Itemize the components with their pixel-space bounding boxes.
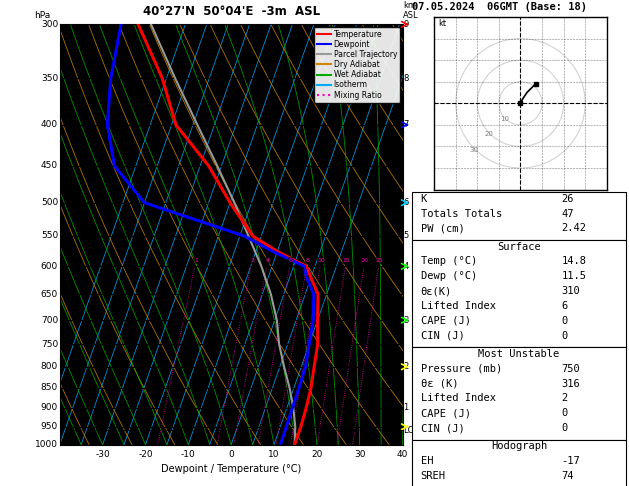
Text: 11.5: 11.5 xyxy=(562,271,587,281)
Text: Most Unstable: Most Unstable xyxy=(478,349,560,359)
Text: 0: 0 xyxy=(228,450,234,459)
Text: Surface: Surface xyxy=(497,242,541,252)
Text: 40°27'N  50°04'E  -3m  ASL: 40°27'N 50°04'E -3m ASL xyxy=(143,5,320,18)
Text: hPa: hPa xyxy=(34,11,50,20)
Text: 1000: 1000 xyxy=(35,440,58,449)
Text: Pressure (mb): Pressure (mb) xyxy=(421,364,502,374)
Text: 9: 9 xyxy=(403,20,408,29)
Text: 8: 8 xyxy=(403,73,409,83)
Text: LCL: LCL xyxy=(403,426,418,435)
Bar xyxy=(412,347,626,440)
Text: 750: 750 xyxy=(41,340,58,349)
Text: 2: 2 xyxy=(562,393,568,403)
Text: 07.05.2024  06GMT (Base: 18): 07.05.2024 06GMT (Base: 18) xyxy=(412,2,587,13)
Text: km
ASL: km ASL xyxy=(403,0,419,20)
Text: 600: 600 xyxy=(41,262,58,271)
Text: Hodograph: Hodograph xyxy=(491,441,547,451)
Text: 316: 316 xyxy=(562,379,581,388)
Text: 3: 3 xyxy=(403,315,409,325)
Text: Dewpoint / Temperature (°C): Dewpoint / Temperature (°C) xyxy=(161,464,301,474)
Text: 2.42: 2.42 xyxy=(562,224,587,233)
Text: 25: 25 xyxy=(376,258,384,263)
Text: 7: 7 xyxy=(403,120,409,129)
Text: 10: 10 xyxy=(268,450,280,459)
Text: CIN (J): CIN (J) xyxy=(421,423,464,433)
Bar xyxy=(412,240,626,347)
Bar xyxy=(412,440,626,486)
Text: 20: 20 xyxy=(361,258,369,263)
Text: EH: EH xyxy=(421,456,433,466)
Text: 4: 4 xyxy=(403,262,408,271)
Text: 6: 6 xyxy=(403,198,409,207)
Text: kt: kt xyxy=(438,18,447,28)
Bar xyxy=(412,192,626,240)
Text: PW (cm): PW (cm) xyxy=(421,224,464,233)
Text: Lifted Index: Lifted Index xyxy=(421,301,496,311)
Text: 550: 550 xyxy=(41,231,58,241)
Text: 4: 4 xyxy=(266,258,270,263)
Text: 0: 0 xyxy=(562,408,568,418)
Text: 30: 30 xyxy=(354,450,365,459)
Text: -17: -17 xyxy=(562,456,581,466)
Text: Dewp (°C): Dewp (°C) xyxy=(421,271,477,281)
Text: 10: 10 xyxy=(501,116,509,122)
Text: 14.8: 14.8 xyxy=(562,257,587,266)
Text: -20: -20 xyxy=(138,450,153,459)
Text: 450: 450 xyxy=(41,161,58,171)
Text: 800: 800 xyxy=(41,362,58,371)
Text: CAPE (J): CAPE (J) xyxy=(421,408,470,418)
Text: 650: 650 xyxy=(41,290,58,299)
Text: 350: 350 xyxy=(41,73,58,83)
Text: 310: 310 xyxy=(562,286,581,296)
Text: 500: 500 xyxy=(41,198,58,207)
Text: Lifted Index: Lifted Index xyxy=(421,393,496,403)
Text: 26: 26 xyxy=(562,194,574,204)
Text: 2: 2 xyxy=(403,362,408,371)
Text: 0: 0 xyxy=(562,330,568,341)
Text: 700: 700 xyxy=(41,315,58,325)
Text: 400: 400 xyxy=(41,120,58,129)
Text: 1: 1 xyxy=(194,258,198,263)
Text: 0: 0 xyxy=(562,316,568,326)
Text: 1: 1 xyxy=(403,403,408,413)
Text: 8: 8 xyxy=(306,258,309,263)
Text: 6: 6 xyxy=(562,301,568,311)
Text: Temp (°C): Temp (°C) xyxy=(421,257,477,266)
Text: 20: 20 xyxy=(311,450,323,459)
Text: CAPE (J): CAPE (J) xyxy=(421,316,470,326)
Text: 950: 950 xyxy=(41,422,58,431)
Text: K: K xyxy=(421,194,427,204)
Text: 900: 900 xyxy=(41,403,58,413)
Text: CIN (J): CIN (J) xyxy=(421,330,464,341)
Text: 40: 40 xyxy=(397,450,408,459)
Text: 300: 300 xyxy=(41,20,58,29)
Text: -30: -30 xyxy=(95,450,110,459)
Text: 3: 3 xyxy=(250,258,254,263)
Text: 5: 5 xyxy=(403,231,408,241)
Text: -10: -10 xyxy=(181,450,196,459)
Text: 6: 6 xyxy=(289,258,292,263)
Text: 47: 47 xyxy=(562,208,574,219)
Text: 750: 750 xyxy=(562,364,581,374)
Text: 20: 20 xyxy=(485,131,494,138)
Text: θε (K): θε (K) xyxy=(421,379,458,388)
Text: 850: 850 xyxy=(41,383,58,392)
Text: 74: 74 xyxy=(562,471,574,481)
Text: SREH: SREH xyxy=(421,471,445,481)
Legend: Temperature, Dewpoint, Parcel Trajectory, Dry Adiabat, Wet Adiabat, Isotherm, Mi: Temperature, Dewpoint, Parcel Trajectory… xyxy=(314,27,400,103)
Text: Mixing Ratio (g/kg): Mixing Ratio (g/kg) xyxy=(413,195,423,274)
Text: 10: 10 xyxy=(317,258,325,263)
Text: θε(K): θε(K) xyxy=(421,286,452,296)
Text: 15: 15 xyxy=(343,258,350,263)
Text: 0: 0 xyxy=(562,423,568,433)
Text: Totals Totals: Totals Totals xyxy=(421,208,502,219)
Text: 30: 30 xyxy=(469,147,479,153)
